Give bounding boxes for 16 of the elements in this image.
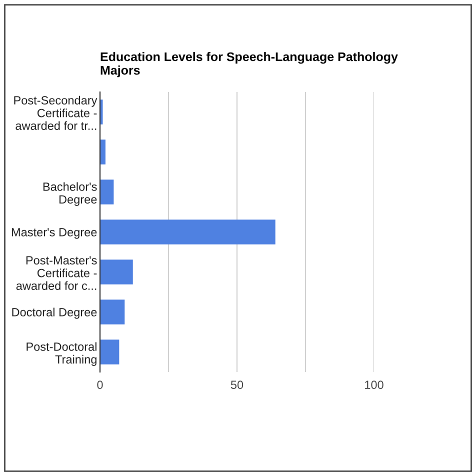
x-tick-label: 50 — [230, 380, 244, 390]
bar — [100, 300, 125, 324]
x-tick-label: 0 — [97, 380, 103, 390]
bar — [100, 260, 133, 284]
x-tick-label: 100 — [365, 380, 384, 390]
y-tick-label: Post-Master's Certificate - awarded for c... — [16, 256, 97, 290]
y-tick-label: Bachelor's Degree — [43, 182, 97, 206]
bar — [100, 220, 276, 244]
y-tick-label: Post-Doctoral Training — [26, 342, 96, 366]
bar — [100, 140, 106, 164]
bar — [100, 180, 114, 204]
chart-title: Education Levels for Speech-Language Pathology Majors — [100, 52, 398, 78]
bar — [100, 340, 120, 364]
y-tick-label: Doctoral Degree — [12, 308, 97, 319]
y-tick-label: Post-Secondary Certificate - awarded for tr... — [14, 96, 98, 130]
y-tick-label: Master's Degree — [12, 228, 97, 239]
